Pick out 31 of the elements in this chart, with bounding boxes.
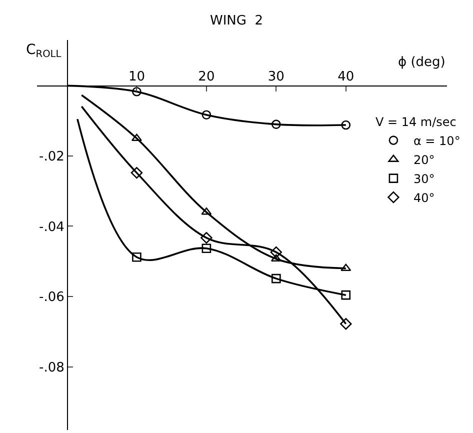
x-tick-label: 40 <box>338 69 354 84</box>
point <box>341 290 351 300</box>
point <box>130 166 143 179</box>
legend-label: 40° <box>413 190 435 205</box>
point <box>340 318 352 330</box>
x-tick-label: 30 <box>268 69 284 84</box>
point <box>270 254 282 262</box>
y-axis-title: C$_{ROLL}$ <box>26 42 62 60</box>
point <box>341 120 351 130</box>
point <box>272 274 281 284</box>
point <box>131 134 142 142</box>
y-tick-label: -.02 <box>39 150 64 164</box>
point <box>200 232 212 244</box>
y-tick-label: -.06 <box>39 290 64 306</box>
point <box>132 252 142 262</box>
point <box>202 244 212 253</box>
x-tick-label: 10 <box>128 69 145 84</box>
point <box>132 87 142 96</box>
legend-label: α = 10° <box>413 134 460 148</box>
x-axis-title: ϕ (deg) <box>398 55 446 70</box>
point <box>272 120 281 129</box>
legend-label: 20° <box>413 152 435 167</box>
legend-label: 30° <box>413 172 435 186</box>
legend-title: V = 14 m/sec <box>375 114 456 129</box>
y-tick-label: -.04 <box>39 220 64 235</box>
chart-title: WING 2 <box>210 13 264 28</box>
point <box>340 264 352 272</box>
point <box>202 110 212 120</box>
y-tick-label: -.08 <box>39 360 64 376</box>
point <box>270 246 282 258</box>
x-tick-label: 20 <box>198 69 215 84</box>
